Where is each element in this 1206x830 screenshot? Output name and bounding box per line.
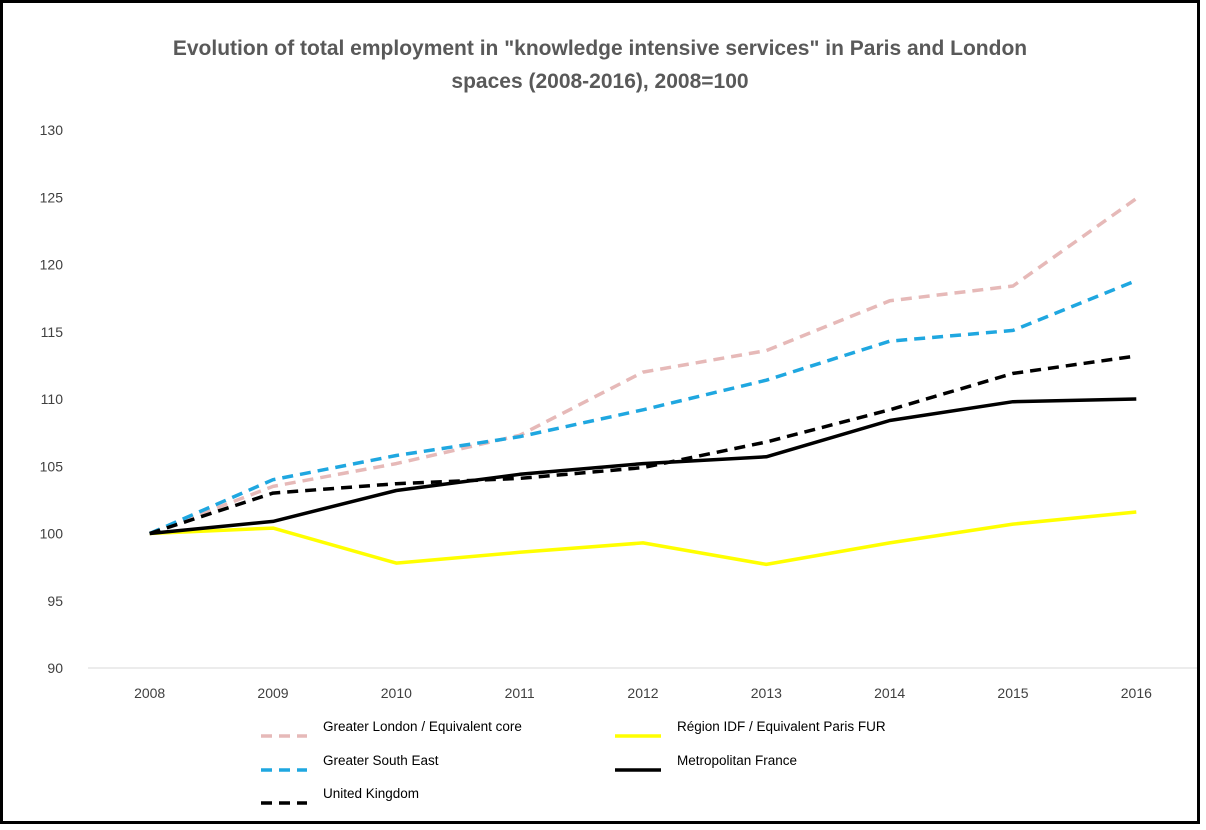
x-tick-label-2015: 2015 (997, 685, 1028, 701)
legend-label-5: United Kingdom (323, 786, 419, 801)
y-tick-label-100: 100 (40, 526, 64, 542)
legend-label-3: Greater South East (323, 753, 439, 768)
series-line-4 (149, 397, 1137, 536)
x-tick-label-2008: 2008 (134, 685, 165, 701)
x-tick-label-2016: 2016 (1121, 685, 1152, 701)
series-line-2 (149, 510, 1137, 567)
y-tick-label-115: 115 (41, 324, 64, 340)
series-line-5 (149, 354, 1137, 536)
y-tick-label-125: 125 (40, 189, 64, 205)
x-tick-label-2009: 2009 (257, 685, 288, 701)
legend-label-4: Metropolitan France (677, 753, 797, 768)
y-tick-label-95: 95 (47, 593, 63, 609)
y-tick-label-110: 110 (41, 391, 64, 407)
legend: Greater London / Equivalent core Région I… (261, 719, 886, 805)
series-lines (149, 197, 1138, 567)
chart-title-line-2: spaces (2008-2016), 2008=100 (451, 70, 748, 93)
y-tick-label-120: 120 (40, 257, 64, 273)
x-tick-label-2013: 2013 (751, 685, 782, 701)
x-tick-label-2010: 2010 (381, 685, 412, 701)
x-tick-label-2011: 2011 (505, 685, 535, 701)
x-axis: 2008 2009 2010 2011 2012 2013 2014 2015 2016 (88, 667, 1197, 701)
y-tick-label-130: 130 (40, 122, 64, 138)
y-axis: 90 95 100 105 110 115 120 125 130 (40, 122, 64, 676)
line-chart: Evolution of total employment in "knowle… (40, 37, 1197, 805)
x-tick-label-2014: 2014 (874, 685, 905, 701)
legend-label-1: Greater London / Equivalent core (323, 719, 522, 734)
series-line-1 (149, 197, 1138, 536)
y-tick-label-105: 105 (40, 458, 64, 474)
y-tick-label-90: 90 (47, 660, 63, 676)
legend-label-2: Région IDF / Equivalent Paris FUR (677, 719, 886, 734)
x-tick-label-2012: 2012 (627, 685, 658, 701)
series-line-3 (149, 278, 1137, 536)
chart-title-line-1: Evolution of total employment in "knowle… (173, 37, 1027, 60)
